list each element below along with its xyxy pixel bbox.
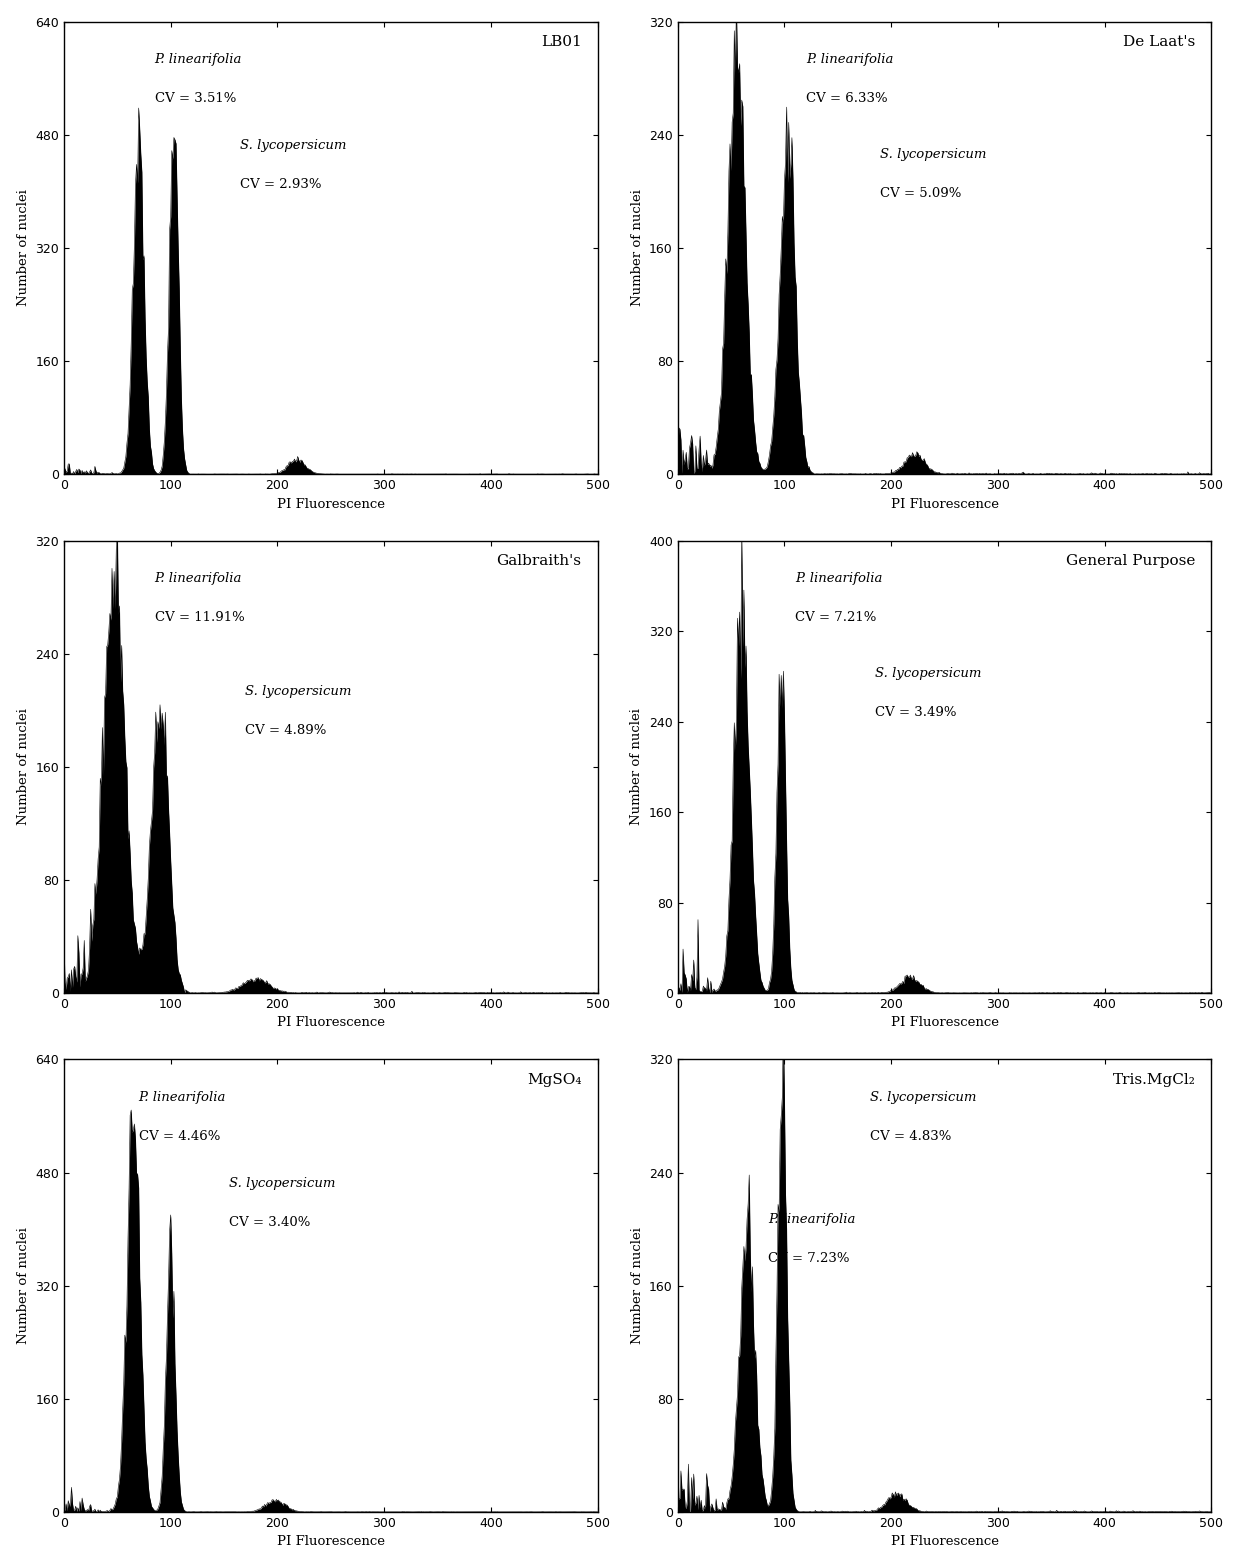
Text: S. lycopersicum: S. lycopersicum (875, 667, 982, 681)
Text: P. linearifolia: P. linearifolia (139, 1091, 226, 1105)
Y-axis label: Number of nuclei: Number of nuclei (16, 1227, 30, 1344)
Text: S. lycopersicum: S. lycopersicum (241, 139, 346, 152)
Y-axis label: Number of nuclei: Number of nuclei (17, 709, 30, 825)
Text: P. linearifolia: P. linearifolia (795, 573, 883, 585)
Y-axis label: Number of nuclei: Number of nuclei (631, 189, 644, 307)
X-axis label: PI Fluorescence: PI Fluorescence (277, 498, 384, 510)
Text: CV = 3.40%: CV = 3.40% (229, 1216, 311, 1229)
Text: S. lycopersicum: S. lycopersicum (229, 1177, 336, 1189)
X-axis label: PI Fluorescence: PI Fluorescence (890, 498, 998, 510)
Y-axis label: Number of nuclei: Number of nuclei (631, 1227, 644, 1344)
Text: General Purpose: General Purpose (1066, 554, 1195, 568)
Text: S. lycopersicum: S. lycopersicum (880, 149, 987, 161)
Text: Galbraith's: Galbraith's (496, 554, 582, 568)
X-axis label: PI Fluorescence: PI Fluorescence (277, 1016, 384, 1030)
Text: CV = 6.33%: CV = 6.33% (806, 92, 888, 105)
Text: CV = 3.51%: CV = 3.51% (155, 92, 236, 105)
Text: De Laat's: De Laat's (1123, 36, 1195, 49)
Text: P. linearifolia: P. linearifolia (769, 1213, 856, 1227)
Text: S. lycopersicum: S. lycopersicum (246, 685, 352, 698)
X-axis label: PI Fluorescence: PI Fluorescence (890, 1016, 998, 1030)
Text: P. linearifolia: P. linearifolia (806, 53, 893, 66)
Text: CV = 11.91%: CV = 11.91% (155, 610, 244, 624)
Text: MgSO₄: MgSO₄ (527, 1074, 582, 1088)
Text: CV = 4.83%: CV = 4.83% (869, 1130, 951, 1142)
Text: CV = 4.46%: CV = 4.46% (139, 1130, 219, 1142)
Text: CV = 7.21%: CV = 7.21% (795, 610, 877, 624)
X-axis label: PI Fluorescence: PI Fluorescence (277, 1535, 384, 1548)
Y-axis label: Number of nuclei: Number of nuclei (16, 189, 30, 307)
Text: CV = 5.09%: CV = 5.09% (880, 186, 962, 200)
Text: CV = 4.89%: CV = 4.89% (246, 723, 327, 737)
Text: P. linearifolia: P. linearifolia (155, 53, 242, 66)
Text: CV = 7.23%: CV = 7.23% (769, 1252, 849, 1265)
Text: LB01: LB01 (541, 36, 582, 49)
Text: S. lycopersicum: S. lycopersicum (869, 1091, 976, 1105)
Text: CV = 3.49%: CV = 3.49% (875, 706, 956, 718)
Text: Tris.MgCl₂: Tris.MgCl₂ (1112, 1074, 1195, 1088)
Text: P. linearifolia: P. linearifolia (155, 573, 242, 585)
Y-axis label: Number of nuclei: Number of nuclei (630, 709, 644, 825)
Text: CV = 2.93%: CV = 2.93% (241, 178, 321, 191)
X-axis label: PI Fluorescence: PI Fluorescence (890, 1535, 998, 1548)
